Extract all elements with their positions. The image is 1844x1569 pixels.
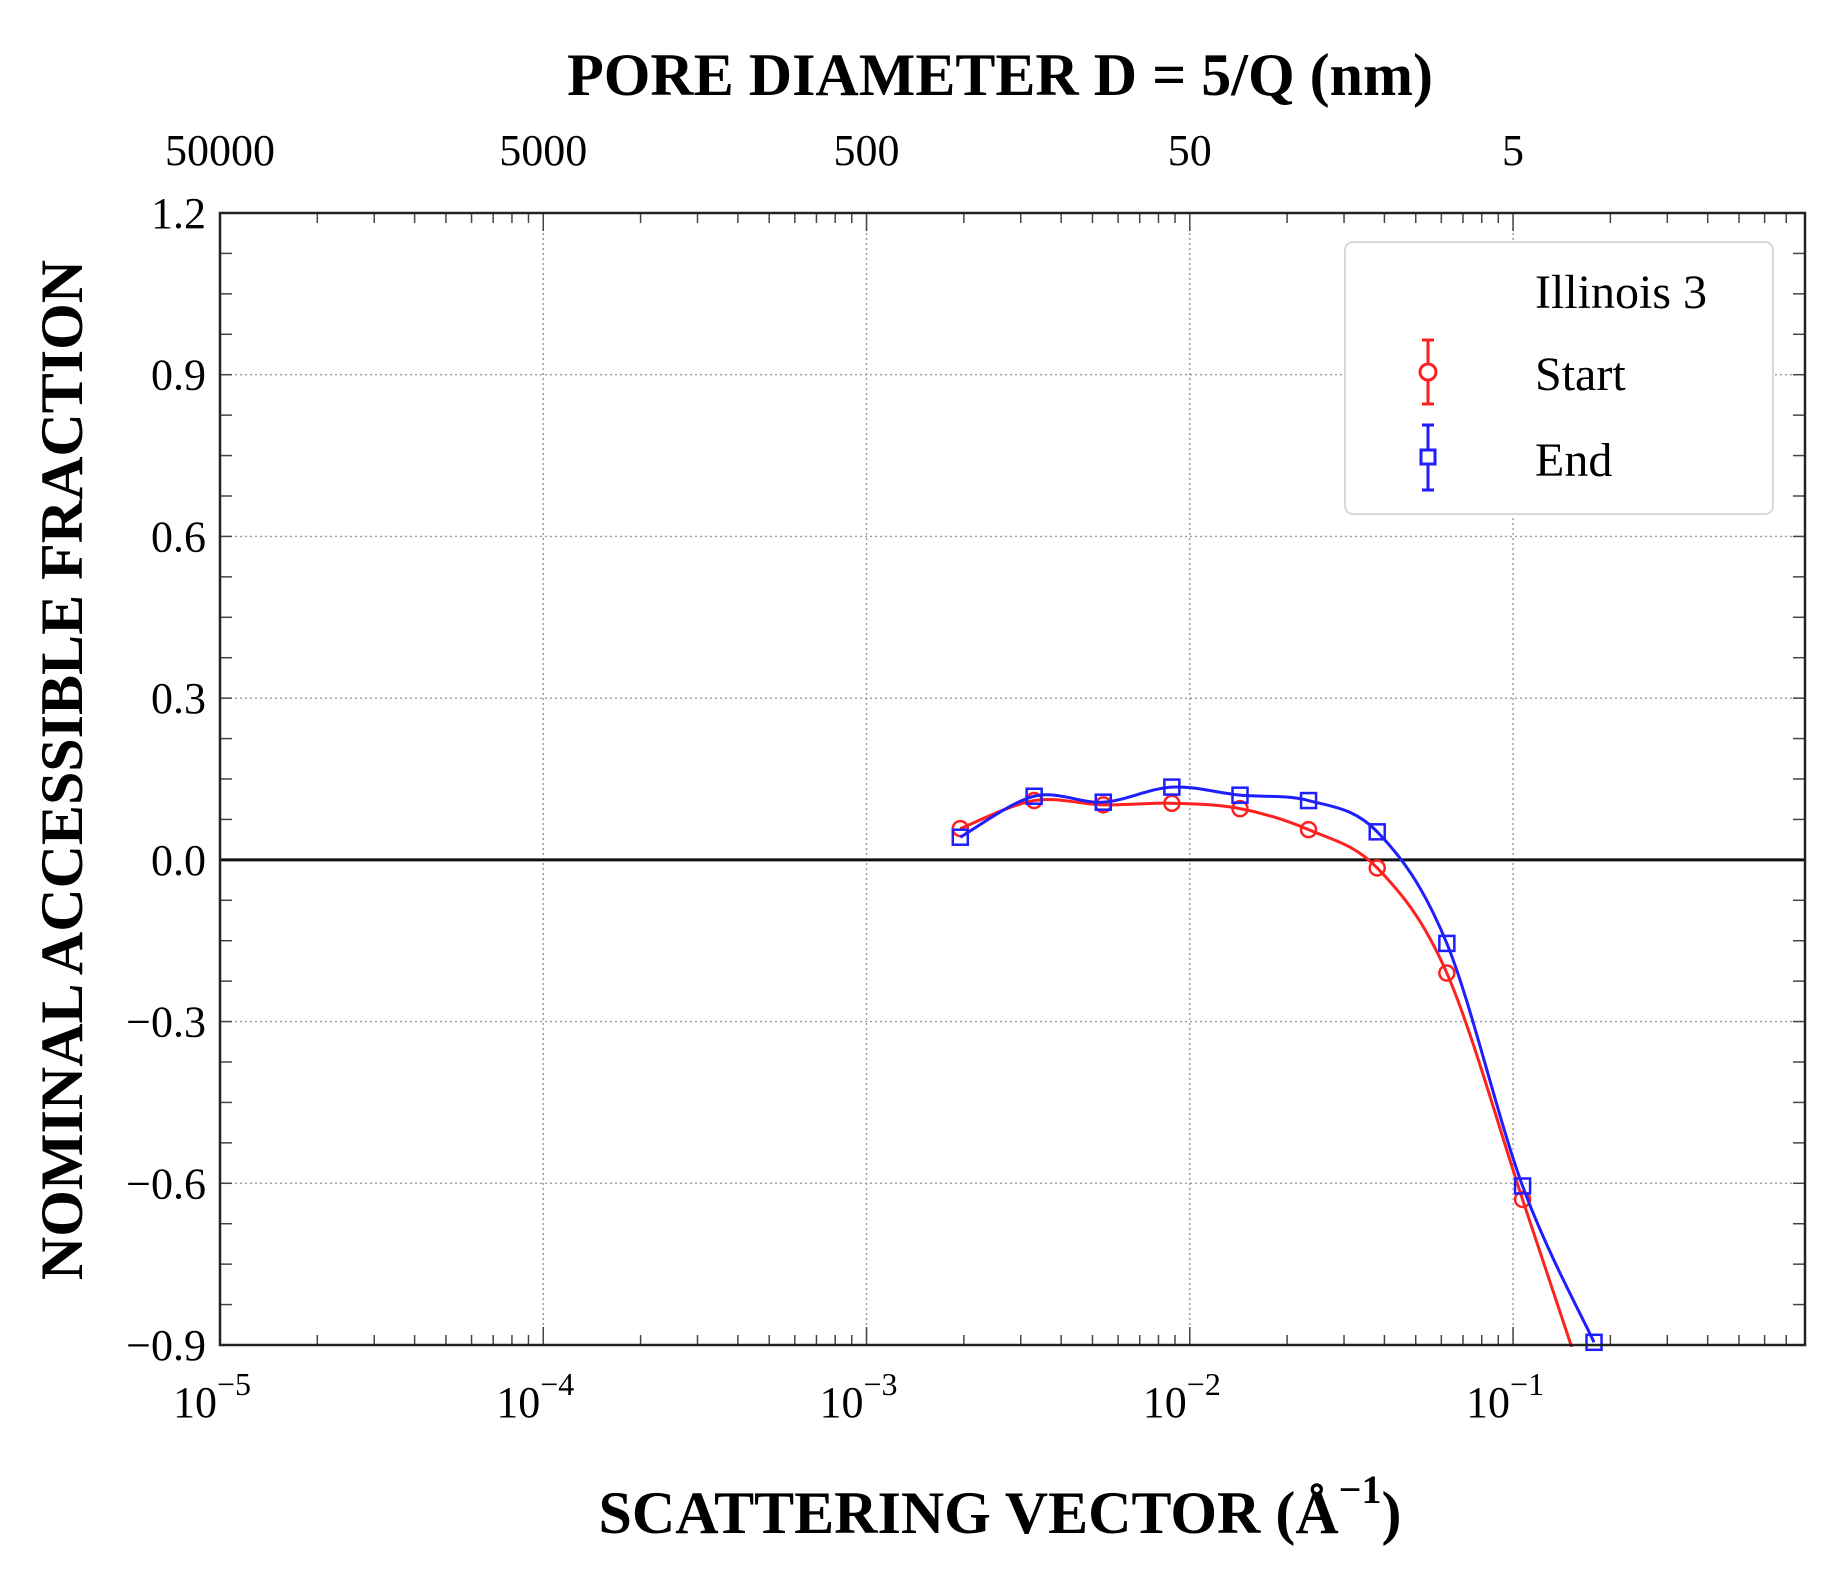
top-axis-title: PORE DIAMETER D = 5/Q (nm) [567,42,1433,108]
x-tick-label: 10−3 [820,1366,898,1427]
y-tick-label: 1.2 [151,189,206,238]
x-tick-label: 10−4 [496,1366,574,1427]
x-axis-title-exponent: −1 [1339,1467,1382,1512]
x-tick-base: 10 [1466,1378,1510,1427]
data-point-end [1438,934,1456,953]
x-tick-exponent: −2 [1187,1366,1221,1402]
top-tick-label: 500 [834,126,900,175]
data-point-start [1299,820,1318,839]
x-tick-exponent: −3 [864,1366,898,1402]
data-point-end [951,828,970,846]
legend-end-marker [1419,423,1437,492]
data-point-end [1231,786,1249,804]
legend-start-marker [1418,338,1438,406]
bottom-axis-title: SCATTERING VECTOR (Å−1) [599,1467,1402,1546]
data-point-end [1585,1333,1603,1352]
x-axis-title-close: ) [1381,1480,1401,1546]
data-point-start [1368,859,1386,877]
data-point-end [1368,823,1386,841]
top-tick-label: 50 [1168,126,1212,175]
y-tick-label: 0.6 [151,512,206,561]
y-tick-label: −0.6 [126,1159,206,1208]
data-point-start [1231,799,1249,818]
data-point-end [1299,791,1318,810]
x-tick-exponent: −4 [540,1366,574,1402]
x-tick-label: 10−5 [173,1366,251,1427]
data-point-start [1513,1190,1532,1209]
y-tick-label: 0.9 [151,351,206,400]
y-tick-label: −0.9 [126,1321,206,1370]
y-tick-label: −0.3 [126,998,206,1047]
plot-frame [218,211,1807,1347]
x-tick-label: 10−2 [1143,1366,1221,1427]
top-tick-label: 5000 [499,126,587,175]
series-line-start [959,797,1574,1347]
x-tick-base: 10 [820,1378,864,1427]
legend-label-end: End [1535,434,1612,487]
data-point-end [1163,778,1181,796]
left-axis-title: NOMINAL ACCESSIBLE FRACTION [29,260,95,1280]
x-tick-exponent: −1 [1510,1366,1544,1402]
top-tick-label: 5 [1502,126,1524,175]
data-point-end [1094,793,1113,811]
y-tick-label: 0.3 [151,674,206,723]
x-tick-label: 10−1 [1466,1366,1544,1427]
y-tick-label: 0.0 [151,836,206,885]
data-point-end [1025,787,1043,805]
legend-box [1344,241,1774,515]
x-tick-base: 10 [173,1378,217,1427]
x-tick-exponent: −5 [217,1366,251,1402]
x-tick-base: 10 [496,1378,540,1427]
legend-label-start: Start [1535,348,1626,401]
x-tick-base: 10 [1143,1378,1187,1427]
series-line-end [959,785,1596,1343]
legend: Illinois 3 Start End [1344,241,1774,515]
data-point-start [1438,964,1456,982]
x-axis-title-main: SCATTERING VECTOR (Å [599,1480,1339,1546]
data-point-end [1513,1177,1532,1195]
legend-title: Illinois 3 [1535,266,1707,319]
top-tick-label: 50000 [165,126,275,175]
series-layer [220,778,1805,1352]
